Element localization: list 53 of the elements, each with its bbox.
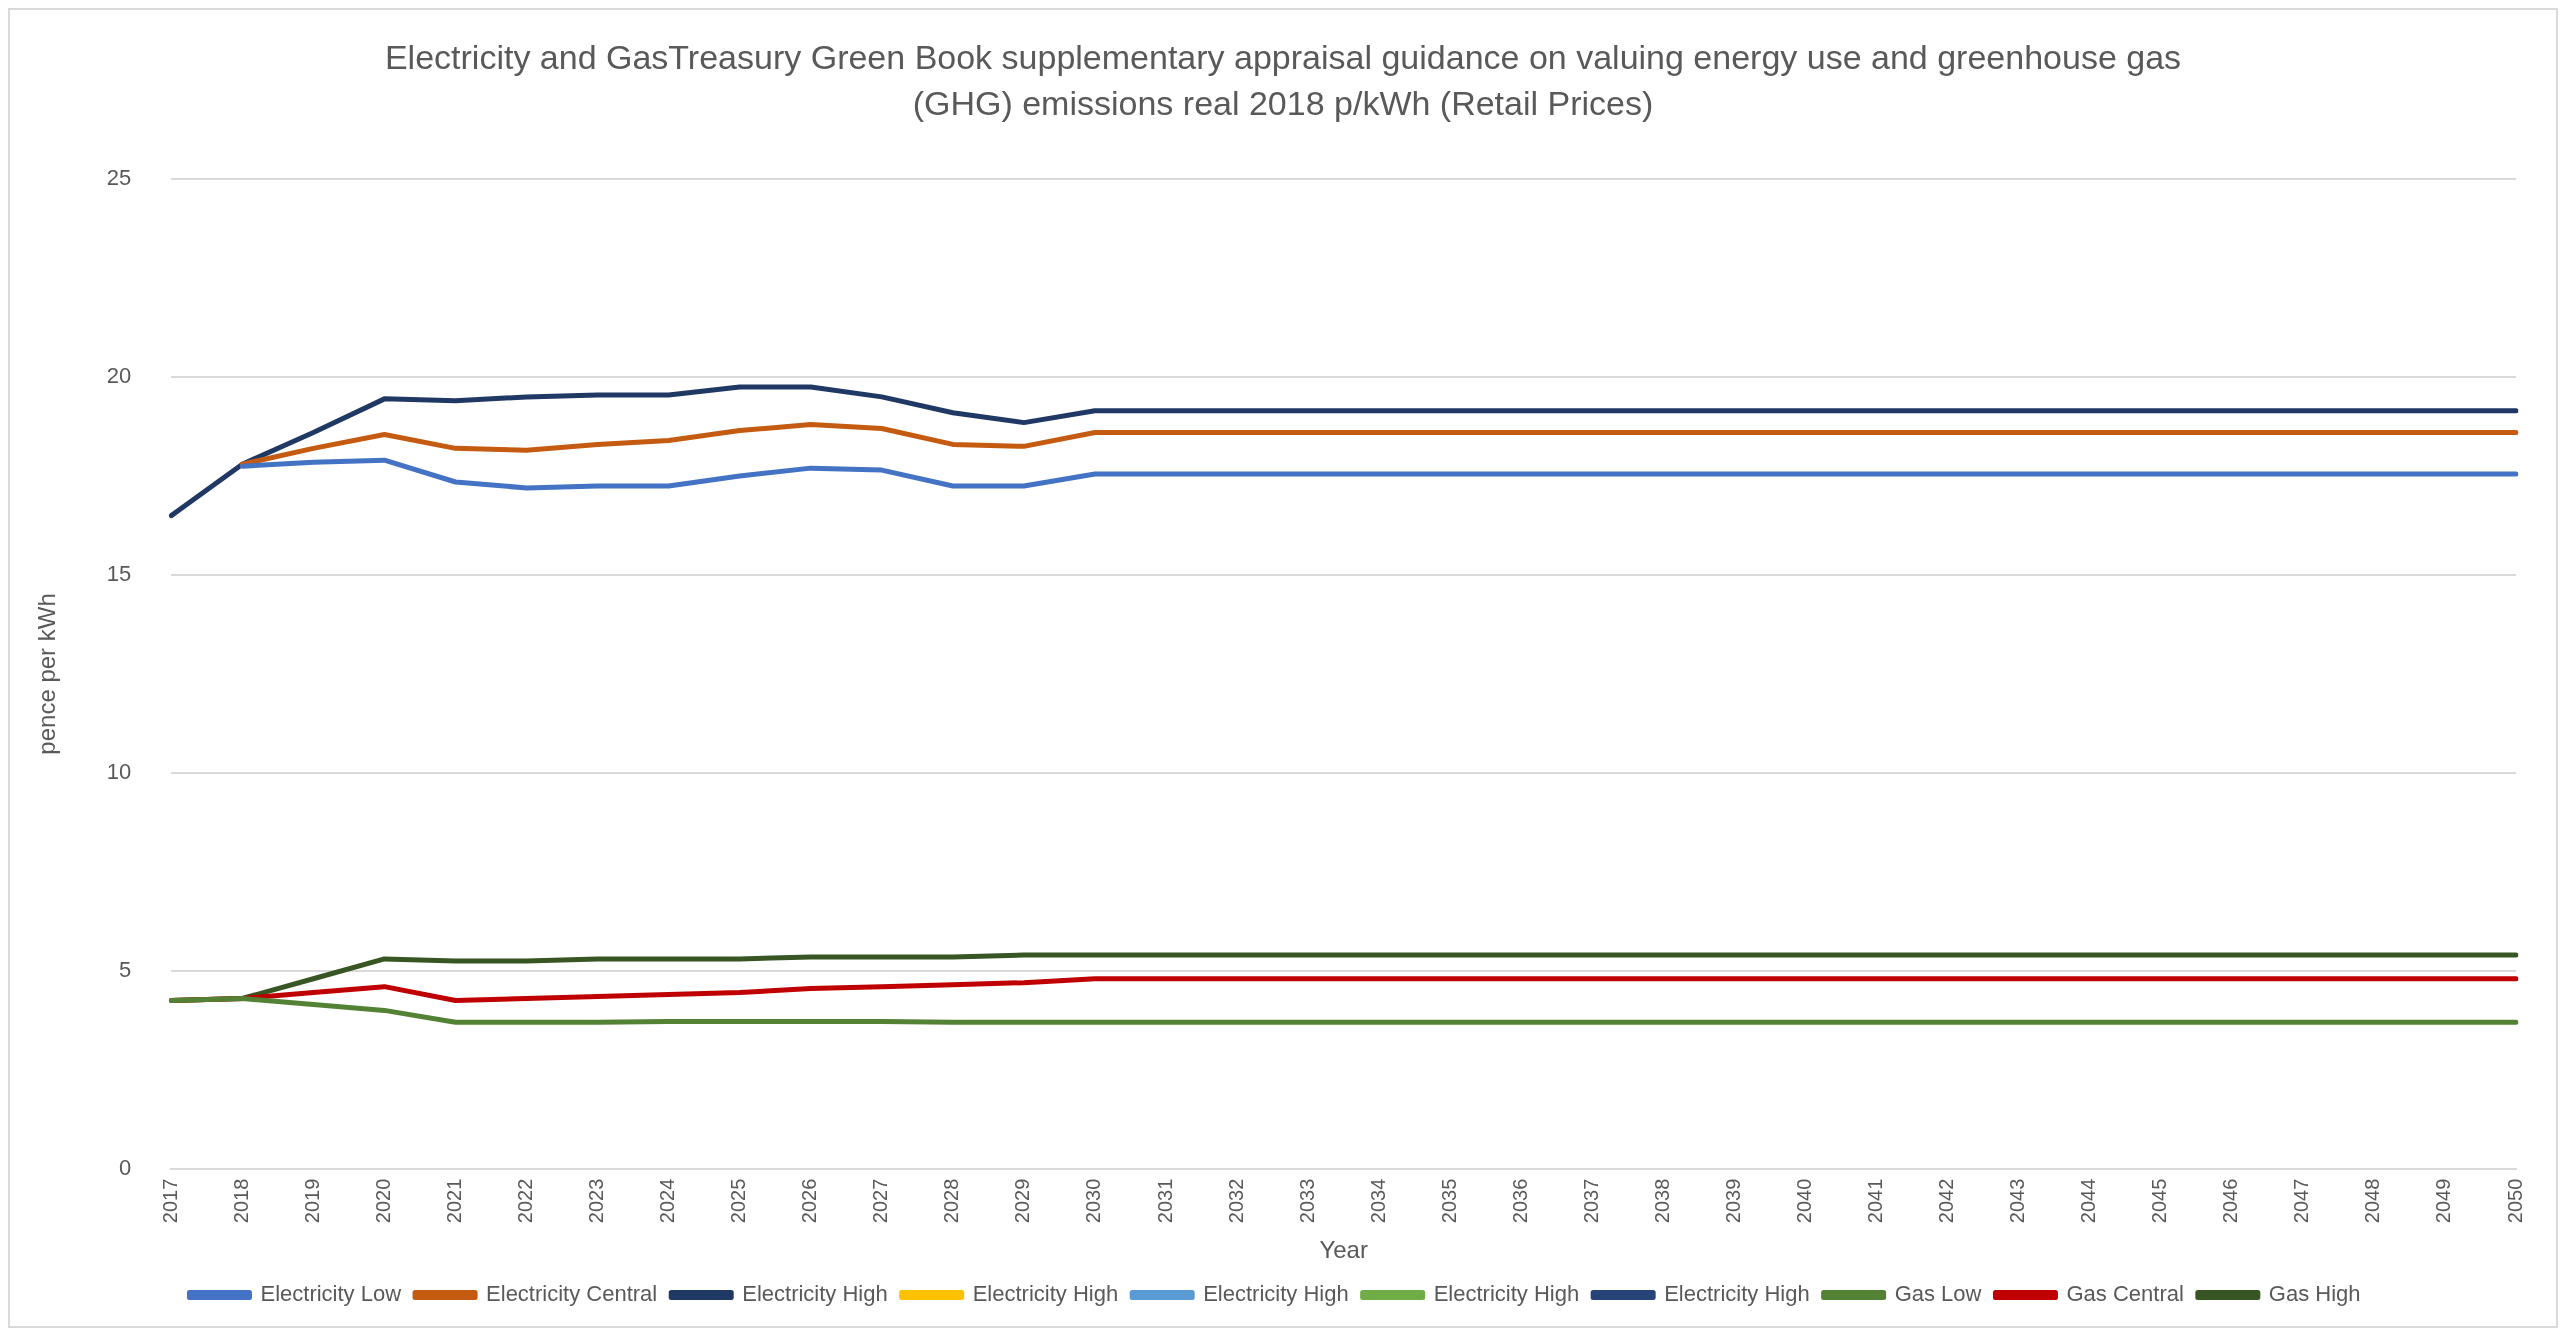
x-tick-label: 2042: [1935, 1178, 1958, 1224]
legend-label: Electricity Central: [486, 1281, 658, 1307]
x-tick-label: 2023: [585, 1178, 608, 1224]
x-tick-label: 2049: [2432, 1178, 2455, 1224]
x-tick-label: 2030: [1082, 1178, 1105, 1224]
x-tick-label: 2033: [1295, 1178, 1318, 1224]
x-tick-label: 2032: [1224, 1178, 1247, 1224]
legend-label: Gas Central: [2066, 1281, 2184, 1307]
y-axis-title: pence per kWh: [33, 593, 61, 755]
legend-label: Electricity Low: [260, 1281, 402, 1307]
x-tick-label: 2046: [2219, 1178, 2242, 1224]
x-tick-label: 2038: [1650, 1178, 1673, 1224]
legend-label: Electricity High: [972, 1281, 1119, 1307]
y-tick-label: 15: [106, 561, 132, 587]
legend-label: Electricity High: [742, 1281, 888, 1307]
x-tick-label: 2036: [1508, 1178, 1531, 1224]
x-tick-label: 2021: [443, 1178, 465, 1224]
y-tick-label: 20: [106, 363, 132, 389]
x-tick-label: 2024: [656, 1178, 679, 1224]
x-tick-label: 2031: [1153, 1178, 1176, 1224]
x-tick-label: 2034: [1366, 1178, 1389, 1224]
x-tick-label: 2018: [229, 1178, 252, 1224]
legend-label: Gas Low: [1894, 1281, 1982, 1307]
y-tick-label: 0: [119, 1154, 132, 1180]
x-tick-label: 2040: [1792, 1178, 1815, 1224]
legend-label: Gas High: [2268, 1281, 2361, 1307]
x-tick-label: 2028: [940, 1178, 963, 1224]
x-tick-label: 2026: [798, 1178, 821, 1224]
x-tick-label: 2050: [2503, 1178, 2526, 1224]
x-tick-label: 2022: [514, 1178, 537, 1224]
x-tick-label: 2017: [158, 1178, 181, 1224]
legend-label: Electricity High: [1203, 1281, 1349, 1307]
x-tick-label: 2044: [2077, 1178, 2100, 1224]
legend-label: Electricity High: [1664, 1281, 1810, 1307]
y-tick-label: 10: [106, 758, 132, 784]
x-tick-label: 2048: [2361, 1178, 2384, 1224]
x-tick-label: 2043: [2006, 1178, 2029, 1224]
x-tick-label: 2037: [1579, 1178, 1602, 1224]
x-tick-label: 2025: [727, 1178, 750, 1224]
x-tick-label: 2039: [1721, 1178, 1744, 1224]
x-axis-title: Year: [1319, 1236, 1368, 1264]
chart-title: Electricity and GasTreasury Green Book supplementary appraisal guidance on valuing energy use and greenhouse gas (GHG) emissions real 2018 p/kWh (Retail Prices): [383, 37, 2183, 124]
x-tick-label: 2035: [1437, 1178, 1460, 1224]
x-tick-label: 2029: [1011, 1178, 1034, 1224]
x-tick-label: 2047: [2290, 1178, 2313, 1224]
y-tick-label: 25: [106, 165, 132, 191]
x-tick-label: 2019: [300, 1178, 323, 1224]
legend-label: Electricity High: [1433, 1281, 1580, 1307]
x-tick-label: 2045: [2148, 1178, 2171, 1224]
x-tick-label: 2027: [869, 1178, 892, 1224]
x-tick-label: 2041: [1864, 1178, 1887, 1224]
y-tick-label: 5: [119, 956, 132, 982]
x-tick-label: 2020: [371, 1178, 394, 1224]
